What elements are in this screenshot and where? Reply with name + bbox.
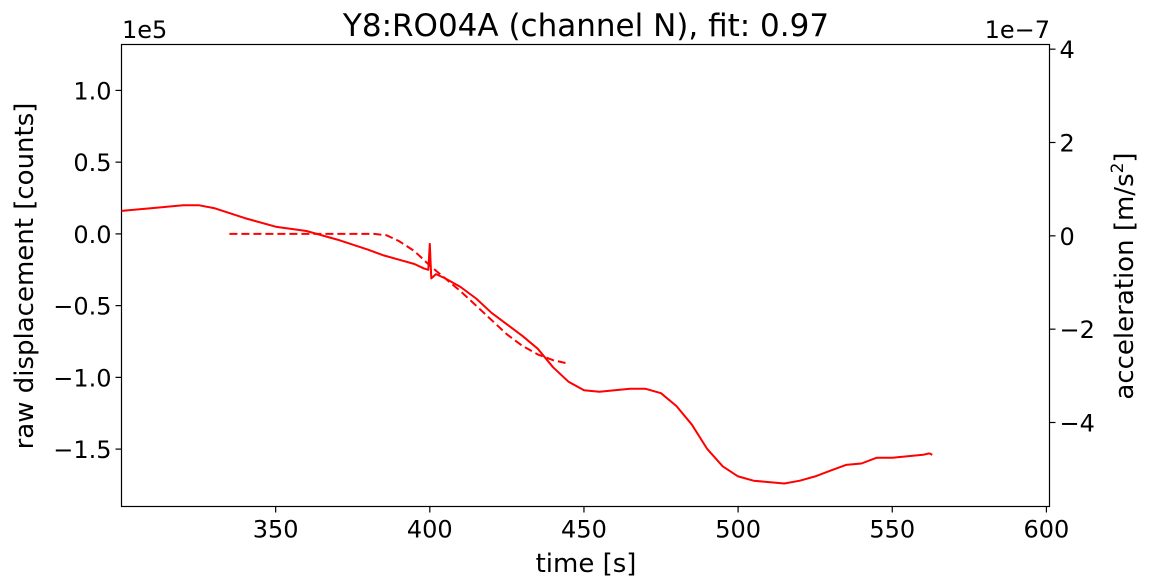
y-left-tick-label: 1.0 xyxy=(73,77,111,105)
y-right-tick-label: 0 xyxy=(1060,223,1075,251)
left-y-axis-ticks: 1.0 0.5 0.0 −0.5 −1.0 −1.5 xyxy=(53,77,122,464)
series-layer xyxy=(121,204,933,485)
x-axis-label: time [s] xyxy=(536,549,637,579)
right-axis-offset-label: 1e−7 xyxy=(985,16,1050,44)
left-y-axis-label: raw displacement [counts] xyxy=(10,103,40,450)
right-y-axis-label: acceleration [m/s2] xyxy=(1108,152,1140,399)
right-y-axis-label-superscript: 2 xyxy=(1108,163,1128,174)
y-left-tick-label: −0.5 xyxy=(53,293,111,321)
plot-area-frame xyxy=(120,43,1051,508)
left-axis-offset-label: 1e5 xyxy=(122,16,167,44)
y-left-tick-label: −1.5 xyxy=(53,436,111,464)
right-y-axis-label-main: acceleration [m/s xyxy=(1110,173,1140,399)
x-tick-label: 550 xyxy=(869,516,915,544)
fit-line-dashed xyxy=(229,232,566,364)
y-right-tick-label: −2 xyxy=(1060,316,1095,344)
chart-title: Y8:RO04A (channel N), fit: 0.97 xyxy=(342,8,829,44)
x-axis-ticks: 350 400 450 500 550 600 xyxy=(253,506,1070,544)
x-tick-label: 400 xyxy=(407,516,453,544)
x-tick-label: 350 xyxy=(253,516,299,544)
y-left-tick-label: 0.0 xyxy=(73,221,111,249)
y-right-tick-label: 4 xyxy=(1060,36,1075,64)
y-right-tick-label: 2 xyxy=(1060,130,1075,158)
data-line-solid xyxy=(121,204,933,485)
y-left-tick-label: 0.5 xyxy=(73,149,111,177)
y-left-tick-label: −1.0 xyxy=(53,364,111,392)
y-right-tick-label: −4 xyxy=(1060,410,1095,438)
x-tick-label: 600 xyxy=(1024,516,1070,544)
right-y-axis-ticks: 4 2 0 −2 −4 xyxy=(1049,36,1095,438)
x-tick-label: 500 xyxy=(715,516,761,544)
x-tick-label: 450 xyxy=(561,516,607,544)
right-y-axis-label-end: ] xyxy=(1110,152,1140,162)
